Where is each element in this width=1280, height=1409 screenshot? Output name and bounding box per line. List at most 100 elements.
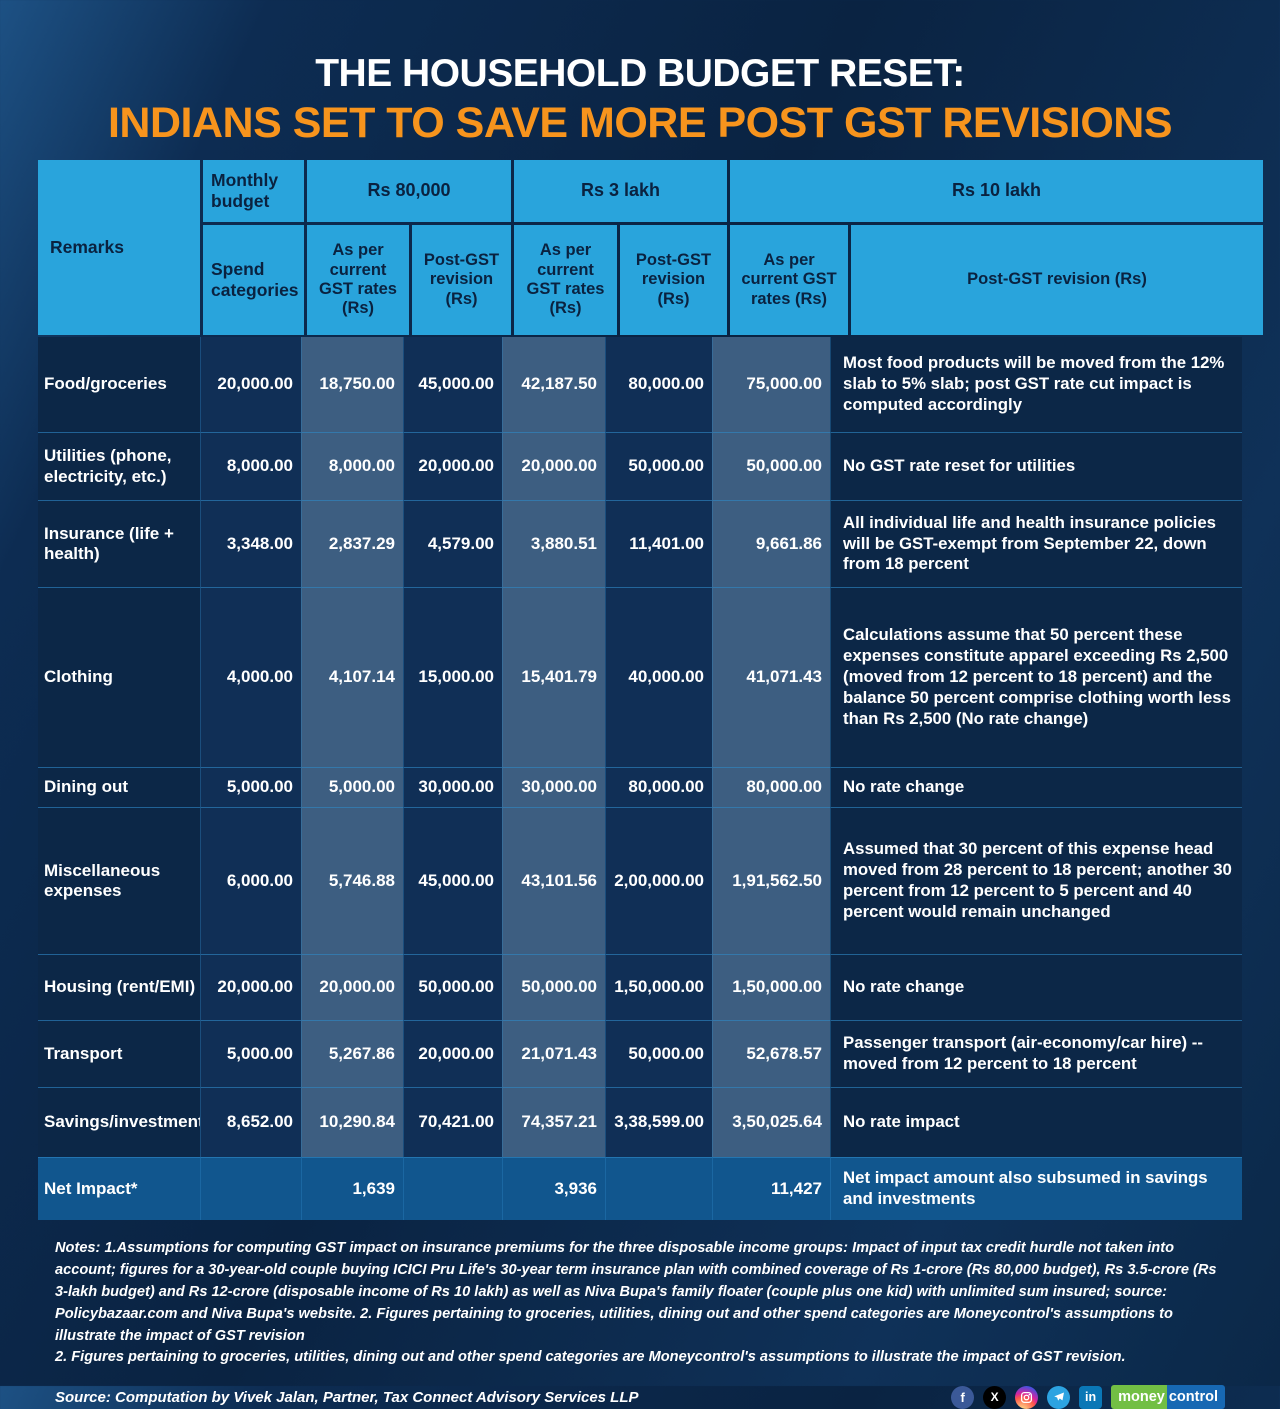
value-cell: 10,290.84 (301, 1087, 403, 1157)
header-subcol-post-3lakh: Post-GST revision (Rs) (620, 225, 727, 335)
header-subcol-post-10lakh: Post-GST revision (Rs) (851, 225, 1263, 335)
footer: Source: Computation by Vivek Jalan, Part… (55, 1385, 1225, 1409)
header-budget-group-3lakh: Rs 3 lakh (514, 160, 727, 222)
header-budget-group-80k: Rs 80,000 (307, 160, 511, 222)
title-line-2: INDIANS SET TO SAVE MORE POST GST REVISI… (107, 99, 1173, 147)
notes-paragraph-1: Notes: 1.Assumptions for computing GST i… (55, 1240, 1217, 1344)
header-spend-categories: Spend categories (203, 225, 304, 335)
value-cell: 80,000.00 (605, 337, 712, 432)
value-cell: 41,071.43 (712, 587, 830, 767)
value-cell: 42,187.50 (502, 337, 605, 432)
value-cell: 75,000.00 (712, 337, 830, 432)
value-cell: 20,000.00 (403, 1020, 502, 1087)
category-cell: Miscellaneous expenses (38, 807, 200, 954)
value-cell: 20,000.00 (502, 432, 605, 500)
value-cell: 20,000.00 (301, 954, 403, 1020)
remark-cell: No rate impact (830, 1087, 1242, 1157)
category-cell: Clothing (38, 587, 200, 767)
value-cell: 3,348.00 (200, 500, 301, 587)
value-cell: 45,000.00 (403, 337, 502, 432)
notes-paragraph-2: 2. Figures pertaining to groceries, util… (55, 1349, 1126, 1366)
value-cell: 4,107.14 (301, 587, 403, 767)
category-cell: Food/groceries (38, 337, 200, 432)
remark-cell: Most food products will be moved from th… (830, 337, 1242, 432)
remark-cell: Calculations assume that 50 percent thes… (830, 587, 1242, 767)
category-cell: Savings/investments* (38, 1087, 220, 1157)
category-cell: Dining out (38, 767, 200, 807)
header-subcol-post-80k: Post-GST revision (Rs) (412, 225, 511, 335)
header-subcol-current-80k: As per current GST rates (Rs) (307, 225, 409, 335)
value-cell: 6,000.00 (200, 807, 301, 954)
category-cell: Utilities (phone, electricity, etc.) (38, 432, 200, 500)
value-cell: 5,746.88 (301, 807, 403, 954)
remark-cell: No rate change (830, 954, 1242, 1020)
value-cell: 2,837.29 (301, 500, 403, 587)
remark-cell: Passenger transport (air-economy/car hir… (830, 1020, 1242, 1087)
category-cell: Net Impact* (38, 1157, 200, 1220)
value-cell: 5,000.00 (200, 1020, 301, 1087)
value-cell: 1,50,000.00 (712, 954, 830, 1020)
value-cell: 15,401.79 (502, 587, 605, 767)
facebook-icon[interactable]: f (951, 1385, 975, 1409)
value-cell: 70,421.00 (403, 1087, 502, 1157)
value-cell: 2,00,000.00 (605, 807, 712, 954)
header-remarks: Remarks (38, 160, 200, 335)
category-cell: Insurance (life + health) (38, 500, 200, 587)
value-cell: 20,000.00 (200, 954, 301, 1020)
remark-cell: Net impact amount also subsumed in savin… (830, 1157, 1242, 1220)
moneycontrol-logo-money: money (1111, 1385, 1167, 1409)
value-cell: 50,000.00 (605, 432, 712, 500)
value-cell: 80,000.00 (712, 767, 830, 807)
value-cell: 8,652.00 (200, 1087, 301, 1157)
value-cell: 15,000.00 (403, 587, 502, 767)
value-cell (403, 1157, 502, 1220)
value-cell: 50,000.00 (712, 432, 830, 500)
value-cell: 5,000.00 (301, 767, 403, 807)
moneycontrol-logo-control: control (1166, 1385, 1225, 1409)
value-cell: 5,000.00 (200, 767, 301, 807)
value-cell: 8,000.00 (301, 432, 403, 500)
value-cell (605, 1157, 712, 1220)
value-cell: 3,50,025.64 (712, 1087, 830, 1157)
instagram-icon[interactable] (1015, 1385, 1039, 1409)
page-title: THE HOUSEHOLD BUDGET RESET: INDIANS SET … (0, 0, 1280, 148)
value-cell: 30,000.00 (403, 767, 502, 807)
value-cell: 4,579.00 (403, 500, 502, 587)
telegram-icon[interactable] (1047, 1385, 1071, 1409)
value-cell: 45,000.00 (403, 807, 502, 954)
value-cell: 43,101.56 (502, 807, 605, 954)
x-icon[interactable]: X (983, 1385, 1007, 1409)
moneycontrol-logo[interactable]: money control (1111, 1385, 1225, 1409)
value-cell: 20,000.00 (200, 337, 301, 432)
source-text: Source: Computation by Vivek Jalan, Part… (55, 1388, 639, 1406)
value-cell: 40,000.00 (605, 587, 712, 767)
remark-cell: No GST rate reset for utilities (830, 432, 1242, 500)
value-cell: 80,000.00 (605, 767, 712, 807)
value-cell (200, 1157, 301, 1220)
social-links: f X in money control (951, 1385, 1225, 1409)
remark-cell: Assumed that 30 percent of this expense … (830, 807, 1242, 954)
title-line-1: THE HOUSEHOLD BUDGET RESET: (315, 52, 965, 95)
category-cell: Transport (38, 1020, 200, 1087)
value-cell: 4,000.00 (200, 587, 301, 767)
value-cell: 11,427 (712, 1157, 830, 1220)
linkedin-icon[interactable]: in (1079, 1385, 1103, 1409)
header-budget-group-10lakh: Rs 10 lakh (730, 160, 1263, 222)
value-cell: 3,936 (502, 1157, 605, 1220)
value-cell: 5,267.86 (301, 1020, 403, 1087)
value-cell: 1,639 (301, 1157, 403, 1220)
table-body: Food/groceries 20,000.00 18,750.00 45,00… (38, 337, 1242, 1220)
value-cell: 1,50,000.00 (605, 954, 712, 1020)
value-cell: 3,38,599.00 (605, 1087, 712, 1157)
value-cell: 8,000.00 (200, 432, 301, 500)
value-cell: 50,000.00 (502, 954, 605, 1020)
value-cell: 11,401.00 (605, 500, 712, 587)
header-subcol-current-3lakh: As per current GST rates (Rs) (514, 225, 617, 335)
table-header: Monthly budget Rs 80,000 Rs 3 lakh Rs 10… (38, 160, 1263, 335)
value-cell: 20,000.00 (403, 432, 502, 500)
budget-table: Monthly budget Rs 80,000 Rs 3 lakh Rs 10… (38, 160, 1263, 1220)
value-cell: 30,000.00 (502, 767, 605, 807)
value-cell: 74,357.21 (502, 1087, 605, 1157)
value-cell: 9,661.86 (712, 500, 830, 587)
remark-cell: All individual life and health insurance… (830, 500, 1242, 587)
